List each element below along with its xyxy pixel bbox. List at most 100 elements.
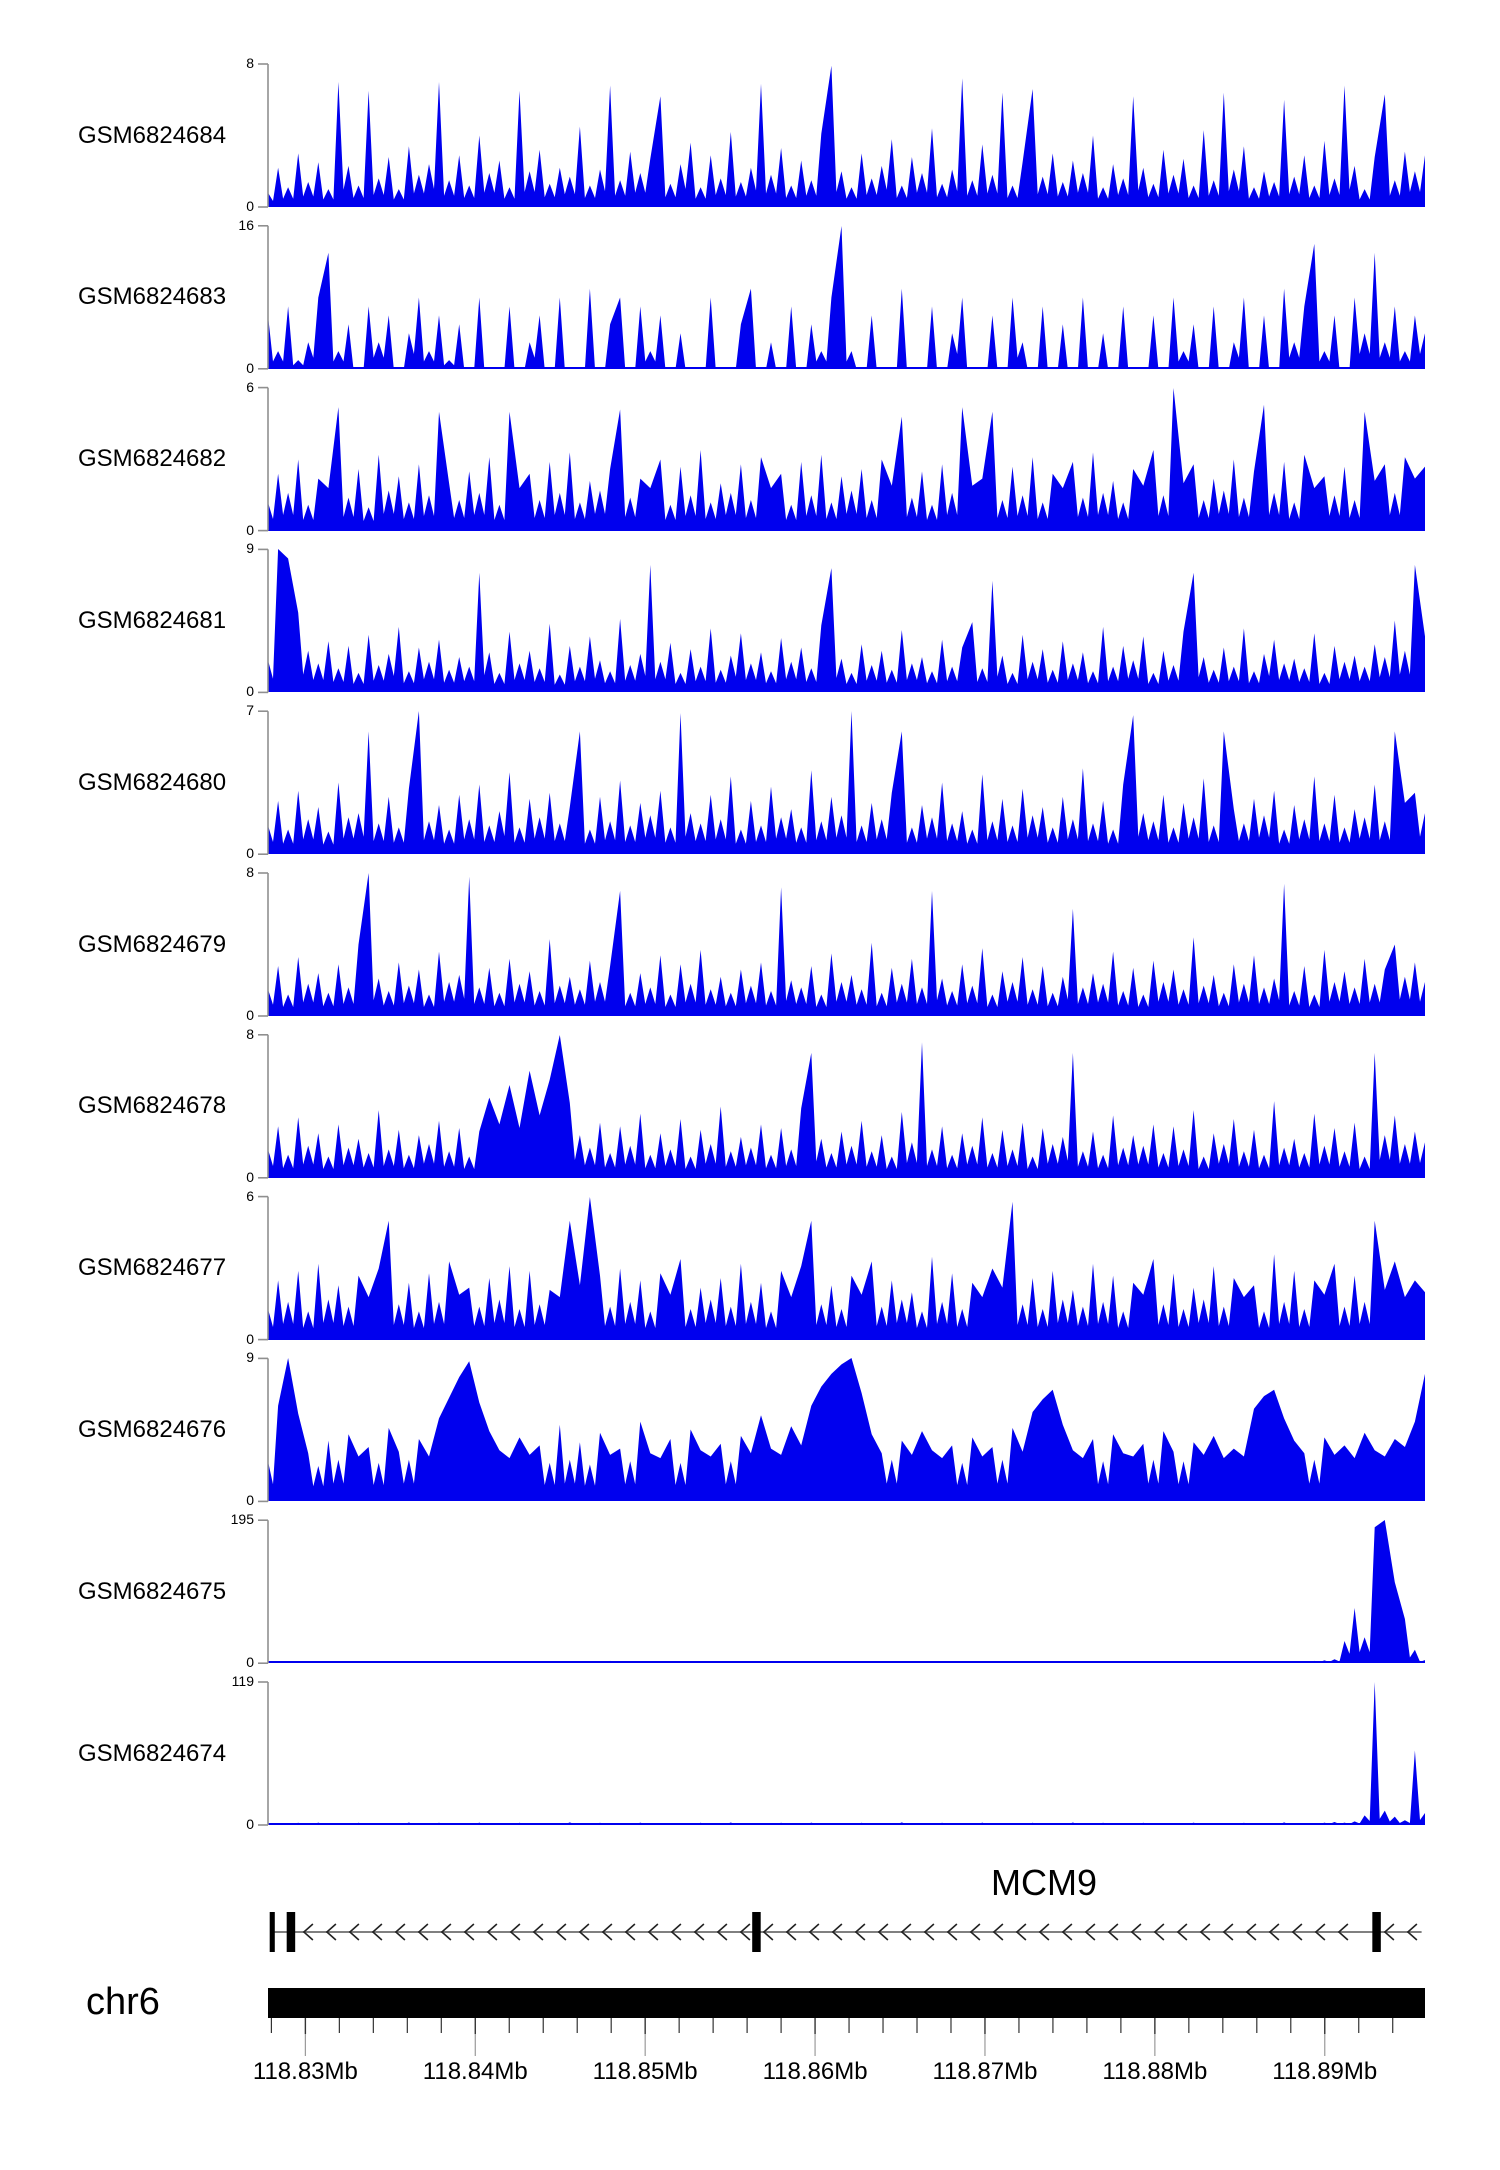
strand-arrow-left-icon <box>647 1923 659 1941</box>
x-tick-label: 118.88Mb <box>1102 2058 1208 2085</box>
y-max-label: 7 <box>246 702 254 719</box>
coverage-track-GSM6824676 <box>268 1358 1425 1502</box>
y-zero-label: 0 <box>246 1816 254 1832</box>
strand-arrow-left-icon <box>1199 1923 1211 1941</box>
strand-arrow-left-icon <box>1130 1923 1142 1941</box>
coverage-track-GSM6824674 <box>268 1682 1425 1825</box>
y-max-label: 9 <box>246 540 254 557</box>
track-label: GSM6824684 <box>78 121 227 149</box>
strand-arrow-left-icon <box>532 1923 544 1941</box>
strand-arrow-left-icon <box>923 1923 935 1941</box>
gene-label: MCM9 <box>991 1862 1097 1903</box>
y-max-label: 8 <box>246 1025 254 1042</box>
exon-box <box>269 1912 275 1952</box>
strand-arrow-left-icon <box>1383 1923 1395 1941</box>
strand-arrow-left-icon <box>1245 1923 1257 1941</box>
strand-arrow-left-icon <box>348 1923 360 1941</box>
strand-arrow-left-icon <box>1084 1923 1096 1941</box>
strand-arrow-left-icon <box>555 1923 567 1941</box>
strand-arrow-left-icon <box>946 1923 958 1941</box>
strand-arrow-left-icon <box>325 1923 337 1941</box>
y-max-label: 6 <box>246 378 254 395</box>
y-max-label: 16 <box>238 216 254 233</box>
x-tick-label: 118.86Mb <box>762 2058 868 2085</box>
coverage-track-GSM6824678 <box>268 1034 1425 1178</box>
y-max-label: 119 <box>231 1673 254 1689</box>
y-zero-label: 0 <box>246 359 254 376</box>
strand-arrow-left-icon <box>1153 1923 1165 1941</box>
strand-arrow-left-icon <box>762 1923 774 1941</box>
x-tick-label: 118.84Mb <box>422 2058 528 2085</box>
strand-arrow-left-icon <box>440 1923 452 1941</box>
track-label: GSM6824675 <box>78 1577 227 1605</box>
coverage-track-GSM6824677 <box>268 1196 1425 1340</box>
x-tick-label: 118.83Mb <box>252 2058 358 2085</box>
strand-arrow-left-icon <box>1406 1923 1418 1941</box>
coverage-track-GSM6824675 <box>268 1520 1425 1664</box>
track-label: GSM6824674 <box>78 1739 227 1767</box>
y-max-label: 8 <box>246 55 254 71</box>
coverage-track-GSM6824679 <box>268 873 1425 1016</box>
exon-box <box>1372 1912 1381 1952</box>
track-label: GSM6824680 <box>78 768 227 796</box>
strand-arrow-left-icon <box>463 1923 475 1941</box>
strand-arrow-left-icon <box>831 1923 843 1941</box>
track-label: GSM6824676 <box>78 1415 227 1443</box>
strand-arrow-left-icon <box>302 1923 314 1941</box>
track-label: GSM6824682 <box>78 445 227 473</box>
strand-arrow-left-icon <box>693 1923 705 1941</box>
y-max-label: 195 <box>230 1511 254 1528</box>
y-zero-label: 0 <box>246 1492 254 1509</box>
strand-arrow-left-icon <box>371 1923 383 1941</box>
strand-arrow-left-icon <box>739 1923 751 1941</box>
exon-box <box>286 1912 296 1952</box>
track-label: GSM6824677 <box>78 1254 227 1282</box>
strand-arrow-left-icon <box>624 1923 636 1941</box>
strand-arrow-left-icon <box>1015 1923 1027 1941</box>
strand-arrow-left-icon <box>1107 1923 1119 1941</box>
strand-arrow-left-icon <box>578 1923 590 1941</box>
coverage-track-GSM6824683 <box>268 225 1425 369</box>
x-tick-label: 118.87Mb <box>932 2058 1038 2085</box>
strand-arrow-left-icon <box>877 1923 889 1941</box>
strand-arrow-left-icon <box>1176 1923 1188 1941</box>
strand-arrow-left-icon <box>1222 1923 1234 1941</box>
track-label: GSM6824679 <box>78 930 227 958</box>
coverage-track-GSM6824680 <box>268 711 1425 855</box>
strand-arrow-left-icon <box>716 1923 728 1941</box>
y-zero-label: 0 <box>246 1007 254 1023</box>
strand-arrow-left-icon <box>1061 1923 1073 1941</box>
y-zero-label: 0 <box>246 1654 254 1671</box>
y-zero-label: 0 <box>246 198 254 214</box>
track-label: GSM6824683 <box>78 283 227 311</box>
strand-arrow-left-icon <box>486 1923 498 1941</box>
strand-arrow-left-icon <box>854 1923 866 1941</box>
x-tick-label: 118.85Mb <box>592 2058 698 2085</box>
strand-arrow-left-icon <box>1314 1923 1326 1941</box>
y-zero-label: 0 <box>246 521 254 538</box>
strand-arrow-left-icon <box>1038 1923 1050 1941</box>
strand-arrow-left-icon <box>900 1923 912 1941</box>
y-zero-label: 0 <box>246 683 254 700</box>
strand-arrow-left-icon <box>1268 1923 1280 1941</box>
strand-arrow-left-icon <box>992 1923 1004 1941</box>
track-label: GSM6824678 <box>78 1092 227 1120</box>
strand-arrow-left-icon <box>1291 1923 1303 1941</box>
track-label: GSM6824681 <box>78 606 227 634</box>
coverage-track-GSM6824684 <box>268 65 1425 207</box>
chromosome-ideogram-bar <box>268 1988 1425 2018</box>
strand-arrow-left-icon <box>969 1923 981 1941</box>
y-max-label: 6 <box>246 1187 254 1204</box>
coverage-track-GSM6824681 <box>268 549 1425 693</box>
strand-arrow-left-icon <box>670 1923 682 1941</box>
exon-box <box>752 1912 761 1952</box>
chromosome-label: chr6 <box>86 1981 160 2023</box>
strand-arrow-left-icon <box>808 1923 820 1941</box>
y-zero-label: 0 <box>246 1330 254 1347</box>
strand-arrow-left-icon <box>394 1923 406 1941</box>
coverage-track-GSM6824682 <box>268 387 1425 531</box>
y-max-label: 8 <box>246 864 254 880</box>
